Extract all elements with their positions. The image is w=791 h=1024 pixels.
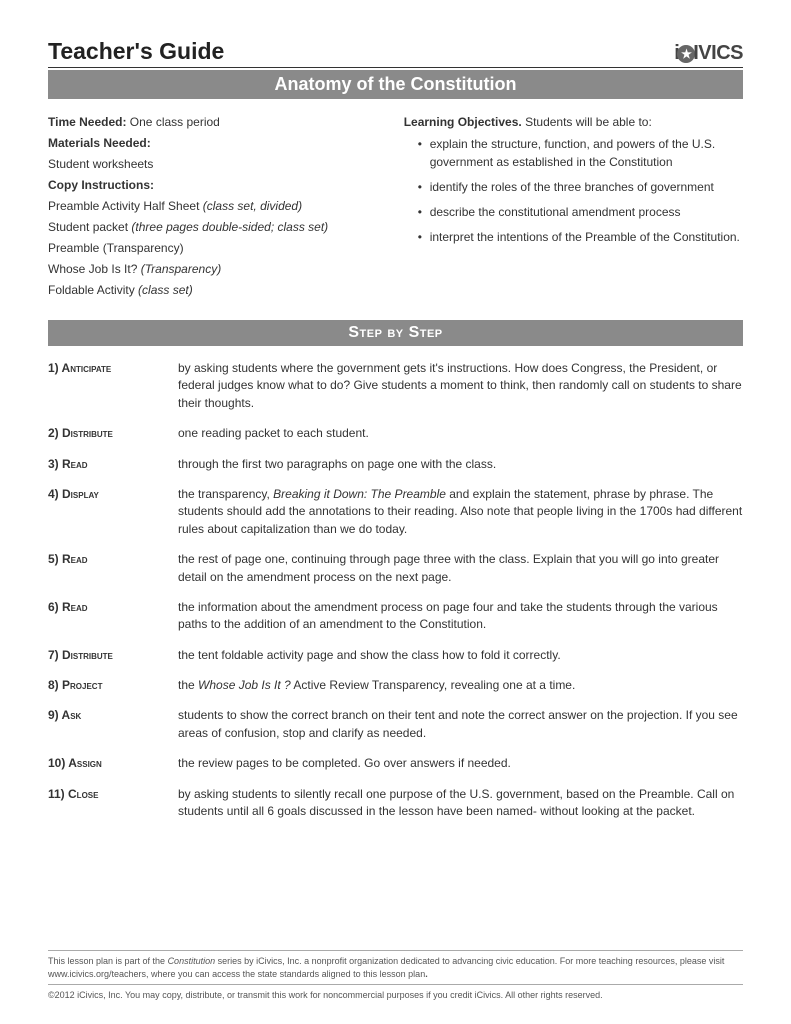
header-row: Teacher's Guide i★IVICS bbox=[48, 38, 743, 68]
logo-suffix: IVICS bbox=[693, 42, 743, 64]
step-label: 11) Close bbox=[48, 786, 178, 821]
footer-line-2: ©2012 iCivics, Inc. You may copy, distri… bbox=[48, 989, 743, 1002]
step-label: 2) Distribute bbox=[48, 425, 178, 442]
footer-rule-bottom bbox=[48, 984, 743, 985]
step-text: the rest of page one, continuing through… bbox=[178, 551, 743, 586]
objective-item: interpret the intentions of the Preamble… bbox=[418, 228, 743, 246]
logo: i★IVICS bbox=[674, 42, 743, 65]
top-section: Time Needed: One class period Materials … bbox=[48, 113, 743, 302]
step-text: by asking students to silently recall on… bbox=[178, 786, 743, 821]
step-text: one reading packet to each student. bbox=[178, 425, 743, 442]
materials-label: Materials Needed: bbox=[48, 134, 368, 152]
main-banner: Anatomy of the Constitution bbox=[48, 70, 743, 99]
footer-line-1: This lesson plan is part of the Constitu… bbox=[48, 955, 743, 980]
step-row: 10) Assignthe review pages to be complet… bbox=[48, 755, 743, 772]
objectives-heading: Learning Objectives. Students will be ab… bbox=[404, 113, 743, 131]
step-label: 10) Assign bbox=[48, 755, 178, 772]
materials-value: Student worksheets bbox=[48, 155, 368, 173]
copy-item-1: Preamble Activity Half Sheet (class set,… bbox=[48, 197, 368, 215]
document-page: Teacher's Guide i★IVICS Anatomy of the C… bbox=[0, 0, 791, 1024]
step-label: 7) Distribute bbox=[48, 647, 178, 664]
step-row: 9) Askstudents to show the correct branc… bbox=[48, 707, 743, 742]
step-text: through the first two paragraphs on page… bbox=[178, 456, 743, 473]
time-value: One class period bbox=[126, 115, 219, 129]
step-text: the tent foldable activity page and show… bbox=[178, 647, 743, 664]
copy-label: Copy Instructions: bbox=[48, 176, 368, 194]
copy-item-4: Whose Job Is It? (Transparency) bbox=[48, 260, 368, 278]
step-label: 6) Read bbox=[48, 599, 178, 634]
step-text: the transparency, Breaking it Down: The … bbox=[178, 486, 743, 538]
step-row: 2) Distributeone reading packet to each … bbox=[48, 425, 743, 442]
step-banner: Step by Step bbox=[48, 320, 743, 346]
step-text: the Whose Job Is It ? Active Review Tran… bbox=[178, 677, 743, 694]
page-title: Teacher's Guide bbox=[48, 38, 224, 65]
step-row: 4) Displaythe transparency, Breaking it … bbox=[48, 486, 743, 538]
step-label: 3) Read bbox=[48, 456, 178, 473]
left-column: Time Needed: One class period Materials … bbox=[48, 113, 368, 302]
step-text: by asking students where the government … bbox=[178, 360, 743, 412]
objective-item: identify the roles of the three branches… bbox=[418, 178, 743, 196]
footer: This lesson plan is part of the Constitu… bbox=[48, 946, 743, 1002]
step-label: 8) Project bbox=[48, 677, 178, 694]
step-label: 5) Read bbox=[48, 551, 178, 586]
step-text: the information about the amendment proc… bbox=[178, 599, 743, 634]
step-label: 1) Anticipate bbox=[48, 360, 178, 412]
step-text: the review pages to be completed. Go ove… bbox=[178, 755, 743, 772]
step-row: 3) Readthrough the first two paragraphs … bbox=[48, 456, 743, 473]
step-row: 6) Readthe information about the amendme… bbox=[48, 599, 743, 634]
steps-list: 1) Anticipateby asking students where th… bbox=[48, 360, 743, 820]
step-label: 4) Display bbox=[48, 486, 178, 538]
objectives-tail: Students will be able to: bbox=[522, 115, 652, 129]
objectives-label: Learning Objectives. bbox=[404, 115, 522, 129]
objectives-list: explain the structure, function, and pow… bbox=[404, 135, 743, 246]
objective-item: explain the structure, function, and pow… bbox=[418, 135, 743, 171]
step-label: 9) Ask bbox=[48, 707, 178, 742]
footer-rule-top bbox=[48, 950, 743, 951]
right-column: Learning Objectives. Students will be ab… bbox=[404, 113, 743, 302]
objective-item: describe the constitutional amendment pr… bbox=[418, 203, 743, 221]
time-needed: Time Needed: One class period bbox=[48, 113, 368, 131]
copy-item-3: Preamble (Transparency) bbox=[48, 239, 368, 257]
copy-item-2: Student packet (three pages double-sided… bbox=[48, 218, 368, 236]
step-row: 7) Distributethe tent foldable activity … bbox=[48, 647, 743, 664]
step-row: 11) Closeby asking students to silently … bbox=[48, 786, 743, 821]
step-row: 8) Projectthe Whose Job Is It ? Active R… bbox=[48, 677, 743, 694]
step-row: 1) Anticipateby asking students where th… bbox=[48, 360, 743, 412]
step-text: students to show the correct branch on t… bbox=[178, 707, 743, 742]
step-row: 5) Readthe rest of page one, continuing … bbox=[48, 551, 743, 586]
copy-item-5: Foldable Activity (class set) bbox=[48, 281, 368, 299]
time-label: Time Needed: bbox=[48, 115, 126, 129]
